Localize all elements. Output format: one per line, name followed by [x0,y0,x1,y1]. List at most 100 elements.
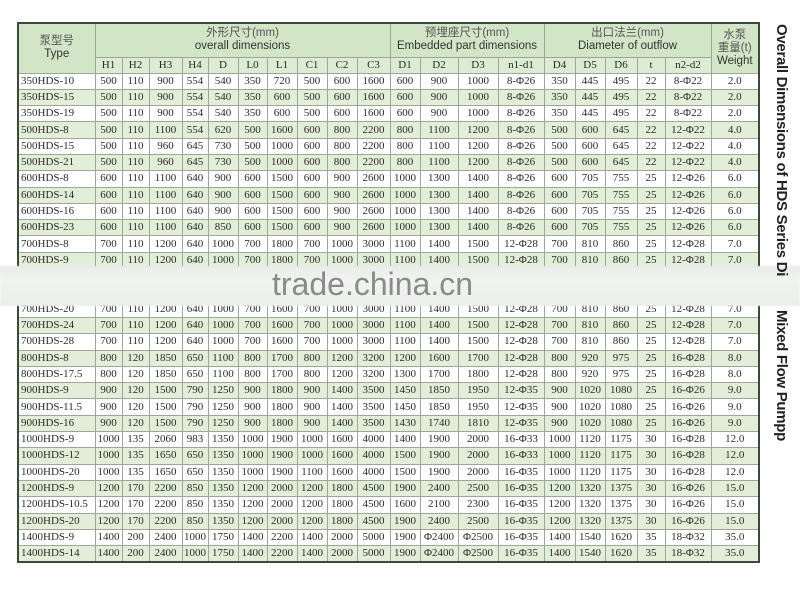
table-cell: 7.0 [710,235,760,253]
table-cell: 900 [94,414,123,433]
table-cell: 900 [237,382,268,400]
table-cell: 755 [604,186,638,204]
table-cell: 500 [543,153,576,172]
table-cell: 600 [237,202,268,221]
table-cell: 1000 [94,431,123,449]
column-header-d6: D6 [604,56,638,74]
pump-type-cell: 900HDS-9 [17,382,96,400]
table-cell: 1000 [237,431,268,449]
column-header-n2-d2: n2-d2 [664,56,712,74]
table-cell: 15.0 [710,512,760,530]
column-header-d5: D5 [574,56,606,74]
table-cell: 2200 [356,137,391,155]
table-row: 350HDS-10 500 110 900 554 540 350 720 500 600 1600… [17,72,760,90]
table-cell: 30 [636,496,666,514]
table-cell: 620 [207,121,239,139]
table-cell: 30 [636,479,666,498]
table-cell: 2.0 [710,105,760,123]
table-cell: 30 [636,512,666,530]
table-cell: 1600 [389,496,421,514]
table-cell: 110 [121,72,150,90]
table-cell: 16-Φ35 [497,512,545,530]
table-cell: 16-Φ35 [497,496,545,514]
table-cell: 4500 [356,512,391,530]
table-cell: 1350 [207,479,239,498]
table-cell: 3500 [356,398,391,416]
table-cell: 705 [574,170,606,188]
table-cell: 1400 [419,235,459,253]
table-cell: 600 [296,219,328,237]
table-cell: 1400 [237,545,268,563]
pump-type-cell: 600HDS-8 [17,170,96,188]
table-row: 600HDS-14 600 110 1100 640 900 600 1500 600 900 26… [17,186,760,204]
table-cell: 1100 [148,219,183,237]
table-cell: 1000 [266,137,298,155]
table-cell: 35.0 [710,528,760,547]
table-cell: 1200 [296,479,328,498]
table-cell: 730 [207,137,239,155]
table-cell: 1600 [356,72,391,90]
table-cell: 960 [148,137,183,155]
table-cell: Φ2500 [457,545,499,563]
column-header-d2: D2 [419,56,459,74]
table-cell: 12-Φ26 [664,186,712,204]
table-cell: 1100 [389,316,421,335]
table-cell: 600 [574,121,606,139]
pump-type-cell: 900HDS-11.5 [17,398,96,416]
pump-type-cell: 350HDS-19 [17,105,96,123]
table-cell: 1175 [604,447,638,465]
table-cell: 15.0 [710,479,760,498]
table-cell: 1375 [604,479,638,498]
table-cell: 800 [389,137,421,155]
table-cell: 800 [296,365,328,384]
table-cell: 1800 [266,414,298,433]
table-cell: 700 [94,316,123,335]
table-cell: 110 [121,170,150,188]
table-cell: 1000 [296,431,328,449]
table-cell: 1000 [207,235,239,253]
table-cell: 1540 [574,528,606,547]
table-cell: 1100 [207,365,239,384]
table-cell: 800 [543,365,576,384]
table-cell: 1900 [419,447,459,465]
table-cell: 900 [326,170,358,188]
table-cell: 600 [296,202,328,221]
table-cell: 4500 [356,479,391,498]
table-cell: 1320 [574,479,606,498]
column-header-c3: C3 [356,56,391,74]
table-cell: 540 [207,105,239,123]
table-cell: 1000 [326,333,358,351]
column-header-h1: H1 [94,56,123,74]
pump-type-cell: 700HDS-24 [17,316,96,335]
table-cell: 755 [604,219,638,237]
table-cell: 1900 [419,431,459,449]
table-cell: 640 [181,316,209,335]
table-cell: 1600 [326,431,358,449]
table-cell: 860 [604,251,638,270]
table-cell: 110 [121,333,150,351]
watermark-text: trade.china.cn [272,266,474,302]
table-cell: 35 [636,528,666,547]
table-cell: 1800 [457,365,499,384]
table-cell: 110 [121,202,150,221]
table-cell: 2000 [457,463,499,481]
table-cell: 4000 [356,431,391,449]
table-cell: 110 [121,316,150,335]
table-cell: 1400 [543,528,576,547]
table-cell: 1100 [148,186,183,204]
table-cell: 1650 [148,447,183,465]
table-cell: 700 [94,333,123,351]
table-cell: 500 [94,72,123,90]
table-cell: 1400 [543,545,576,563]
table-cell: 1800 [266,235,298,253]
weight-header-zh2: 重量(t) [717,41,752,54]
table-cell: 1400 [296,528,328,547]
table-cell: 1700 [419,365,459,384]
table-cell: 1320 [574,512,606,530]
table-cell: 1100 [389,251,421,270]
table-cell: 1400 [457,202,499,221]
table-cell: 2100 [419,496,459,514]
table-cell: 12-Φ28 [497,251,545,270]
column-header-d1: D1 [389,56,421,74]
table-cell: 1750 [207,545,239,563]
